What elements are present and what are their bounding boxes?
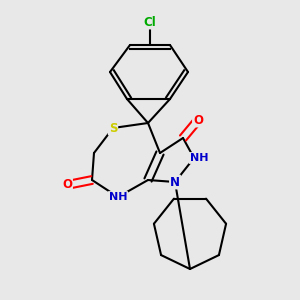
Text: S: S	[109, 122, 117, 134]
Text: NH: NH	[109, 192, 127, 202]
Text: O: O	[62, 178, 72, 191]
Text: O: O	[193, 113, 203, 127]
Text: N: N	[170, 176, 180, 188]
Text: Cl: Cl	[144, 16, 156, 28]
Text: NH: NH	[190, 153, 208, 163]
